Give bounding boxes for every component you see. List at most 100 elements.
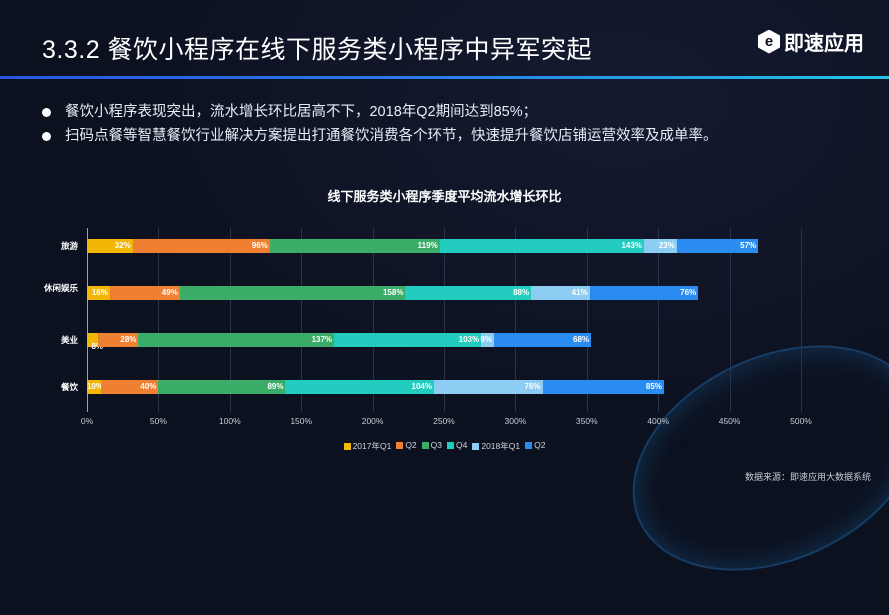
- legend-label: Q3: [430, 440, 442, 450]
- data-label: 137%: [311, 335, 333, 344]
- x-tick-label: 500%: [790, 416, 812, 426]
- data-source: 数据来源：即速应用大数据系统: [744, 472, 871, 482]
- x-tick-label: 350%: [575, 416, 598, 426]
- data-label: 158%: [382, 288, 404, 297]
- bar-segment: [493, 333, 592, 347]
- legend-item[interactable]: Q4: [447, 440, 467, 452]
- x-tick-label: 400%: [647, 416, 670, 426]
- x-tick-label: 50%: [149, 416, 167, 426]
- x-tick-label: 200%: [361, 416, 384, 426]
- data-label: 68%: [573, 335, 590, 344]
- category-label: 旅游: [60, 241, 78, 251]
- data-label: 49%: [161, 288, 178, 297]
- page-title: 3.3.2 餐饮小程序在线下服务类小程序中异军突起: [42, 36, 593, 64]
- bullet-text: 扫码点餐等智慧餐饮行业解决方案提出打通餐饮消费各个环节，快速提升餐饮店铺运营效率…: [65, 128, 718, 144]
- data-label: 40%: [140, 382, 157, 391]
- data-label: 8%: [91, 342, 103, 351]
- legend-label: 2018年Q1: [481, 441, 521, 451]
- chart-legend: 2017年Q1 Q2 Q3 Q4 2018年Q1 Q2: [0, 440, 889, 452]
- legend-item[interactable]: 2017年Q1: [343, 440, 392, 452]
- bullet-text: 餐饮小程序表现突出，流水增长环比居高不下，2018年Q2期间达到85%；: [65, 104, 538, 120]
- legend-label: Q4: [456, 440, 468, 450]
- legend-label: 2017年Q1: [352, 441, 392, 451]
- y-axis: [87, 228, 88, 412]
- gridline: [658, 228, 660, 412]
- bullet-item: 餐饮小程序表现突出，流水增长环比居高不下，2018年Q2期间达到85%；: [42, 100, 718, 124]
- legend-item[interactable]: Q2: [396, 440, 417, 452]
- data-label: 76%: [680, 288, 697, 297]
- bar-segment: [334, 333, 482, 347]
- bar-segment: [285, 380, 434, 394]
- x-tick-label: 300%: [504, 416, 527, 426]
- bar-segment: [138, 333, 335, 347]
- bar-segment: [542, 380, 664, 394]
- gridline: [372, 228, 374, 412]
- bar-segment: [87, 380, 102, 394]
- gridline: [729, 228, 731, 412]
- bar-segment: [439, 239, 644, 253]
- legend-label: Q2: [405, 440, 417, 450]
- data-label: 104%: [411, 382, 432, 391]
- gridline: [586, 228, 588, 412]
- logo-text: 即速应用: [784, 33, 864, 55]
- gridline: [301, 228, 303, 412]
- bar-segment: [132, 239, 270, 253]
- bar-segment: [109, 286, 180, 300]
- data-label: 89%: [267, 382, 284, 391]
- bar-segment: [158, 380, 286, 394]
- bullet-dot-icon: [42, 131, 51, 141]
- data-label: 23%: [658, 241, 675, 250]
- data-label: 9%: [480, 335, 492, 344]
- x-tick-label: 150%: [290, 416, 313, 426]
- legend-item[interactable]: Q3: [421, 440, 442, 452]
- legend-swatch-icon: [472, 442, 480, 450]
- data-label: 85%: [645, 382, 662, 391]
- data-label: 57%: [740, 241, 757, 250]
- bar-segment: [101, 380, 159, 394]
- x-tick-label: 0%: [80, 416, 94, 426]
- bar-segment: [98, 333, 139, 347]
- bullet-list: 餐饮小程序表现突出，流水增长环比居高不下，2018年Q2期间达到85%； 扫码点…: [42, 100, 718, 148]
- data-label: 32%: [114, 241, 131, 250]
- bar-segment: [269, 239, 440, 253]
- gridline: [229, 228, 231, 412]
- x-tick-label: 450%: [718, 416, 741, 426]
- bar-segment: [676, 239, 759, 253]
- gridline: [801, 228, 802, 412]
- legend-swatch-icon: [343, 442, 351, 450]
- data-label: 96%: [251, 241, 268, 250]
- legend-item[interactable]: 2018年Q1: [472, 440, 520, 452]
- data-label: 143%: [621, 241, 642, 250]
- data-label: 41%: [571, 288, 588, 297]
- legend-item[interactable]: Q2: [525, 440, 545, 452]
- chart-plot: 0% 50% 100% 150% 200% 250% 300% 350% 400% 450% 500…: [43, 228, 812, 426]
- data-label: 103%: [458, 335, 480, 344]
- bar-segment: [434, 380, 543, 394]
- gridline: [444, 228, 445, 412]
- bar-segment: [643, 239, 677, 253]
- bar-segment: [405, 286, 532, 300]
- bar-segment: [87, 333, 99, 347]
- bullet-item: 扫码点餐等智慧餐饮行业解决方案提出打通餐饮消费各个环节，快速提升餐饮店铺运营效率…: [42, 124, 718, 148]
- chart-title: 线下服务类小程序季度平均流水增长环比: [327, 189, 562, 204]
- data-label: 119%: [417, 241, 438, 250]
- gridline: [158, 228, 160, 412]
- legend-swatch-icon: [421, 441, 429, 449]
- header-divider: [0, 76, 889, 79]
- bar-segment: [87, 286, 110, 300]
- bar-segment: [179, 286, 406, 300]
- bar-segment: [87, 239, 133, 253]
- logo: e 即速应用: [758, 27, 864, 56]
- data-label: 16%: [91, 288, 108, 297]
- gridline: [515, 228, 517, 412]
- bar-segment: [481, 333, 494, 347]
- data-label: 88%: [513, 288, 530, 297]
- legend-swatch-icon: [525, 441, 533, 449]
- category-label: 休闲娱乐: [43, 283, 78, 293]
- data-label: 28%: [120, 335, 137, 344]
- legend-label: Q2: [534, 440, 546, 450]
- logo-icon: e: [758, 29, 780, 54]
- bar-segment: [531, 286, 590, 300]
- category-label: 餐饮: [60, 382, 78, 392]
- bar-segment: [589, 286, 699, 300]
